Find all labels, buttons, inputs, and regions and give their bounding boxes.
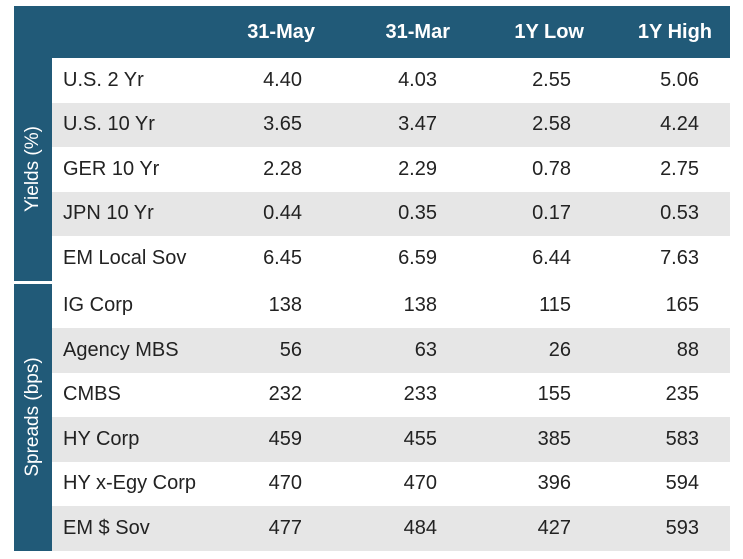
table-cell: 63	[414, 338, 437, 361]
column-header-31-mar: 31-Mar	[385, 20, 450, 43]
table-cell: 3.47	[398, 113, 437, 136]
row-label: EM Local Sov	[63, 246, 187, 269]
table-cell: 3.65	[263, 113, 302, 136]
table-cell: 0.44	[263, 202, 302, 225]
table-row: U.S. 10 Yr 3.65 3.47 2.58 4.24	[52, 102, 730, 147]
row-label: HY Corp	[63, 427, 140, 450]
table-cell: 0.17	[532, 202, 571, 225]
table-cell: 233	[403, 383, 437, 406]
table-cell: 165	[665, 294, 699, 317]
table-cell: 155	[537, 383, 571, 406]
group-label-bar: Yields (%)	[14, 58, 52, 281]
row-label: JPN 10 Yr	[63, 202, 154, 225]
table-cell: 455	[403, 427, 437, 450]
table-cell: 470	[268, 472, 302, 495]
table-cell: 26	[548, 338, 571, 361]
group-label-bar: Spreads (bps)	[14, 283, 52, 551]
table-cell: 6.45	[263, 246, 302, 269]
table-row: IG Corp 138 138 115 165	[52, 283, 730, 328]
table-cell: 427	[537, 516, 571, 539]
row-label: U.S. 10 Yr	[63, 113, 155, 136]
table-row: HY Corp 459 455 385 583	[52, 417, 730, 462]
table-row: EM Local Sov 6.45 6.59 6.44 7.63	[52, 236, 730, 281]
table-cell: 2.58	[532, 113, 571, 136]
table-cell: 459	[268, 427, 302, 450]
table-row: JPN 10 Yr 0.44 0.35 0.17 0.53	[52, 191, 730, 236]
table-cell: 477	[268, 516, 302, 539]
table-cell: 138	[268, 294, 302, 317]
table-cell: 0.78	[532, 157, 571, 180]
table-cell: 385	[537, 427, 571, 450]
row-group: Yields (%) U.S. 2 Yr 4.40 4.03 2.55 5.06 U.S. …	[14, 58, 730, 281]
row-group: Spreads (bps) IG Corp 138 138 115 165 Agency M…	[14, 283, 730, 551]
table-cell: 5.06	[660, 68, 699, 91]
table-header: 31-May 31-Mar 1Y Low 1Y High	[14, 6, 730, 58]
table-cell: 484	[403, 516, 437, 539]
table-cell: 594	[665, 472, 699, 495]
table-row: GER 10 Yr 2.28 2.29 0.78 2.75	[52, 147, 730, 192]
table-cell: 88	[676, 338, 699, 361]
table-cell: 6.59	[398, 246, 437, 269]
group-separator	[14, 280, 730, 284]
table-row: CMBS 232 233 155 235	[52, 372, 730, 417]
table-cell: 115	[539, 294, 571, 317]
table-cell: 593	[665, 516, 699, 539]
row-label: GER 10 Yr	[63, 157, 160, 180]
table-cell: 0.53	[660, 202, 699, 225]
row-label: EM $ Sov	[63, 516, 150, 539]
table-cell: 396	[537, 472, 571, 495]
table-cell: 2.75	[660, 157, 699, 180]
data-table: 31-May 31-Mar 1Y Low 1Y High Yields (%) U…	[14, 6, 730, 551]
table-cell: 583	[665, 427, 699, 450]
table-cell: 2.55	[532, 68, 571, 91]
row-label: HY x-Egy Corp	[63, 472, 197, 495]
table-cell: 0.35	[398, 202, 437, 225]
table-cell: 6.44	[532, 246, 571, 269]
table-cell: 138	[403, 294, 437, 317]
table-cell: 235	[665, 383, 699, 406]
row-label: CMBS	[63, 383, 121, 406]
row-label: U.S. 2 Yr	[63, 68, 144, 91]
table-cell: 2.29	[398, 157, 437, 180]
group-label: Yields (%)	[22, 126, 43, 213]
table-cell: 7.63	[660, 246, 699, 269]
table-cell: 470	[403, 472, 437, 495]
row-label: IG Corp	[63, 294, 134, 317]
table-cell: 4.24	[660, 113, 699, 136]
table-row: Agency MBS 56 63 26 88	[52, 328, 730, 373]
row-label: Agency MBS	[63, 338, 179, 361]
table-row: EM $ Sov 477 484 427 593	[52, 506, 730, 551]
column-header-31-may: 31-May	[247, 20, 315, 43]
column-header-1y-high: 1Y High	[637, 20, 712, 43]
column-header-1y-low: 1Y Low	[514, 20, 584, 43]
table-row: U.S. 2 Yr 4.40 4.03 2.55 5.06	[52, 58, 730, 103]
table-cell: 4.03	[398, 68, 437, 91]
table-cell: 232	[268, 383, 302, 406]
table-cell: 56	[279, 338, 302, 361]
table-cell: 4.40	[263, 68, 302, 91]
table-cell: 2.28	[263, 157, 302, 180]
table-row: HY x-Egy Corp 470 470 396 594	[52, 461, 730, 506]
group-label: Spreads (bps)	[22, 357, 43, 477]
